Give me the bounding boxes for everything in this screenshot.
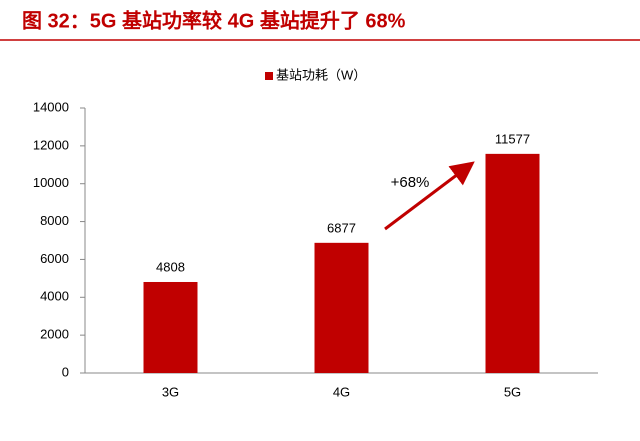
data-label: 6877: [327, 220, 356, 235]
legend-label: 基站功耗（W）: [276, 67, 366, 82]
x-tick-label: 4G: [333, 384, 350, 399]
y-tick-label: 4000: [40, 289, 69, 304]
bar: [314, 242, 369, 373]
chart-title: 图 32：5G 基站功率较 4G 基站提升了 68%: [22, 8, 406, 32]
y-tick-label: 8000: [40, 213, 69, 228]
y-tick-label: 10000: [33, 175, 69, 190]
annotation: +68%: [391, 174, 430, 191]
y-tick-label: 14000: [33, 99, 69, 114]
data-label: 11577: [495, 131, 530, 146]
x-tick-label: 5G: [504, 384, 521, 399]
bar: [485, 153, 540, 373]
bar: [143, 281, 198, 373]
y-tick-label: 6000: [40, 251, 69, 266]
y-tick-label: 12000: [33, 137, 69, 152]
x-tick-label: 3G: [162, 384, 179, 399]
legend-swatch: [265, 72, 273, 80]
growth-arrow: [384, 161, 475, 231]
y-tick-label: 0: [62, 364, 69, 379]
y-tick-label: 2000: [40, 327, 69, 342]
data-label: 4808: [156, 259, 185, 274]
